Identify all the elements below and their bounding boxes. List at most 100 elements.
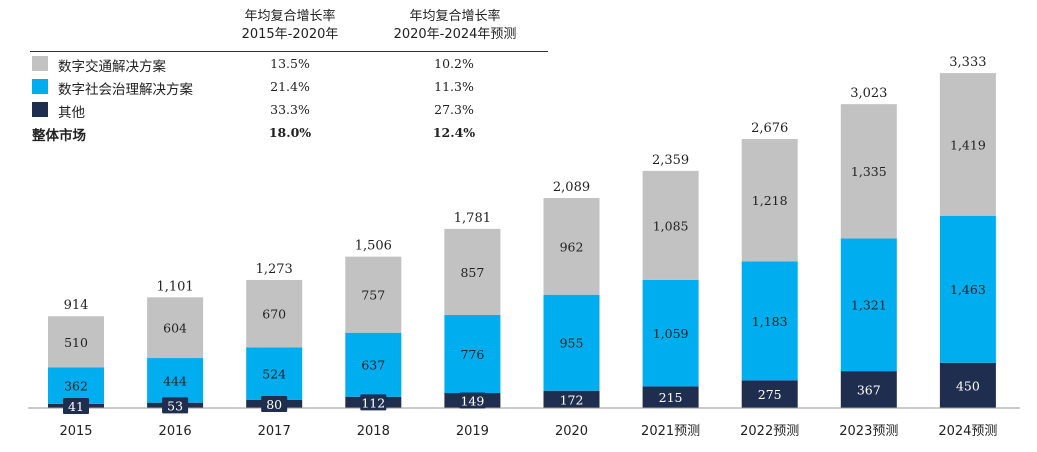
- cagr-header-1-line2: 2015年-2020年: [241, 27, 339, 42]
- legend-swatch-blue: [32, 79, 48, 94]
- total-label: 2,676: [751, 121, 788, 136]
- bar-segment-transport: [741, 139, 798, 262]
- value-label: 1,419: [950, 137, 986, 152]
- table-divider-top: [30, 51, 548, 52]
- cagr-value-2: 27.3%: [434, 102, 474, 117]
- x-tick-label: 2016: [159, 424, 192, 439]
- cagr-value-1: 13.5%: [270, 56, 310, 71]
- value-label: 604: [163, 321, 187, 336]
- cagr-total-1: 18.0%: [268, 125, 312, 140]
- value-label-tab: [63, 397, 89, 414]
- value-label: 41: [68, 399, 84, 414]
- x-tick-label: 2019: [456, 424, 489, 439]
- cagr-header-1-line1: 年均复合增长率: [244, 9, 336, 24]
- bar-segment-transport: [840, 104, 897, 239]
- value-label: 112: [361, 395, 385, 410]
- legend-swatch-navy: [32, 102, 48, 117]
- value-label: 80: [266, 397, 282, 412]
- x-tick-label: 2020: [555, 424, 588, 439]
- bar-segment-transport: [246, 279, 303, 348]
- total-label: 3,333: [949, 55, 986, 70]
- value-label: 450: [956, 378, 980, 393]
- value-label: 1,085: [653, 218, 689, 233]
- cagr-value-1: 33.3%: [270, 102, 310, 117]
- legend-total-label: 整体市场: [32, 128, 86, 144]
- x-tick-label: 2017: [258, 424, 291, 439]
- total-label: 1,781: [454, 211, 491, 226]
- total-label: 2,089: [553, 180, 590, 195]
- value-label-tab: [558, 391, 585, 408]
- bar-segment-other: [939, 362, 996, 408]
- bar-segment-governance: [246, 347, 303, 400]
- value-label: 757: [361, 288, 385, 303]
- cagr-total-2: 12.4%: [432, 125, 476, 140]
- value-label: 444: [163, 373, 187, 388]
- value-label: 1,463: [950, 282, 986, 297]
- value-label: 1,183: [752, 314, 788, 329]
- legend-label: 数字社会治理解决方案: [58, 82, 193, 98]
- cagr-value-1: 21.4%: [270, 79, 310, 94]
- x-tick-label: 2024预测: [938, 424, 997, 439]
- legend-row-total-market: 整体市场 18.0% 12.4%: [32, 122, 552, 144]
- bar-segment-transport: [147, 297, 204, 359]
- value-label: 857: [460, 265, 484, 280]
- value-label: 1,218: [752, 193, 788, 208]
- legend-label: 数字交通解决方案: [58, 59, 166, 75]
- value-label: 670: [262, 307, 286, 322]
- value-label-tab: [261, 395, 288, 412]
- value-label: 524: [262, 367, 286, 382]
- bar-segment-governance: [345, 332, 402, 397]
- bar-segment-other: [840, 371, 897, 408]
- value-label: 215: [659, 390, 683, 405]
- value-label: 962: [560, 239, 584, 254]
- bar-segment-transport: [444, 228, 501, 316]
- cagr-header-2-line1: 年均复合增长率: [409, 9, 501, 24]
- total-label: 1,506: [355, 239, 392, 254]
- bar-segment-transport: [543, 198, 600, 295]
- bar-segment-other: [642, 386, 699, 408]
- value-label: 362: [64, 379, 88, 394]
- legend-row-other: 其他 33.3% 27.3%: [32, 99, 552, 121]
- bar-segment-governance: [642, 279, 699, 387]
- value-label: 955: [560, 336, 584, 351]
- legend-label: 其他: [58, 105, 85, 121]
- bar-segment-other: [741, 380, 798, 408]
- bar-segment-governance: [939, 215, 996, 363]
- value-label: 53: [167, 398, 183, 413]
- x-tick-label: 2023预测: [839, 424, 898, 439]
- value-label-tab: [360, 394, 387, 411]
- value-label: 149: [460, 394, 484, 409]
- bar-segment-transport: [939, 73, 996, 216]
- x-tick-label: 2018: [357, 424, 390, 439]
- value-label: 776: [460, 347, 484, 362]
- x-tick-label: 2015: [59, 424, 92, 439]
- total-label: 1,101: [156, 279, 193, 294]
- value-label: 510: [64, 335, 88, 350]
- bar-segment-governance: [840, 238, 897, 372]
- bar-segment-transport: [345, 256, 402, 333]
- value-label: 1,059: [653, 326, 689, 341]
- bar-segment-transport: [642, 170, 699, 280]
- cagr-value-2: 11.3%: [434, 79, 474, 94]
- cagr-header-2-line2: 2020年-2024年预测: [393, 27, 517, 42]
- value-label: 637: [361, 358, 385, 373]
- legend-row-digital-governance: 数字社会治理解决方案 21.4% 11.3%: [32, 76, 552, 98]
- x-tick-label: 2022预测: [740, 424, 799, 439]
- bar-segment-governance: [48, 367, 104, 404]
- cagr-value-2: 10.2%: [434, 56, 474, 71]
- labels-group: 41 362 510 914 2015 53 444 604 1,101 2016 80 524 670…: [59, 55, 997, 439]
- total-label: 914: [64, 298, 89, 313]
- legend-row-digital-transport: 数字交通解决方案 13.5% 10.2%: [32, 53, 552, 75]
- value-label-tab: [459, 392, 486, 409]
- total-label: 3,023: [850, 86, 887, 101]
- value-label: 367: [857, 383, 881, 398]
- bar-segment-governance: [741, 261, 798, 381]
- cagr-header-2020-2024: 年均复合增长率 2020年-2024年预测: [375, 8, 535, 44]
- bar-segment-governance: [444, 315, 501, 394]
- legend-swatch-gray: [32, 56, 48, 71]
- value-label: 1,321: [851, 298, 887, 313]
- bar-segment-governance: [543, 294, 600, 391]
- bar-segment-governance: [147, 358, 204, 403]
- value-label: 172: [560, 392, 584, 407]
